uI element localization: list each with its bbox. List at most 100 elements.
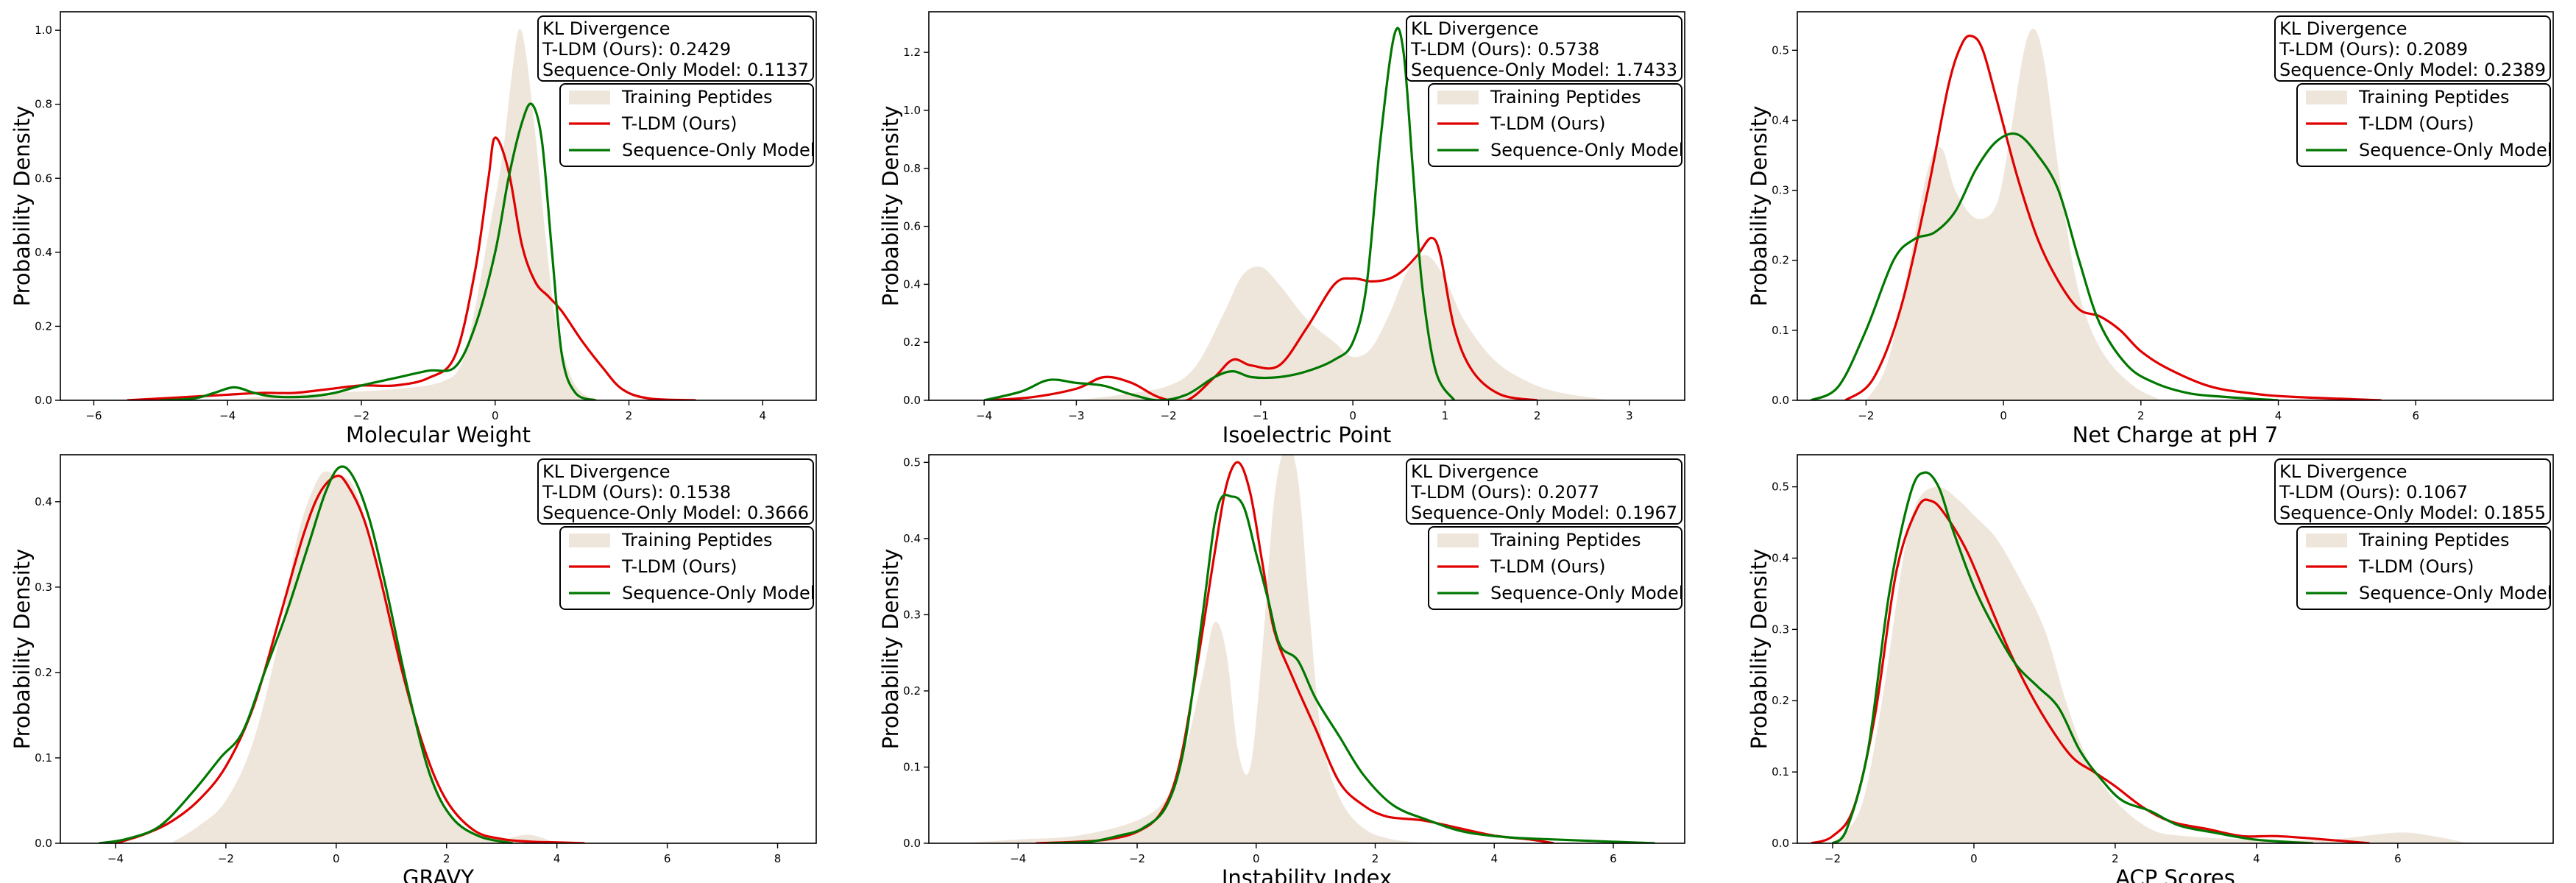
subplot-5: −4 −2 0 2 4 6 0.0 0.1 0.2 0.3 0.4 0.5 Instability In… — [878, 454, 1685, 883]
plot-area — [99, 465, 585, 843]
series-training-peptides-area — [160, 29, 603, 400]
y-tick-label: 0.0 — [35, 394, 52, 407]
x-tick-label: 6 — [1610, 852, 1617, 865]
x-tick-label: −2 — [353, 409, 369, 422]
y-tick-label: 0.5 — [903, 455, 921, 469]
y-axis-label: Probability Density — [878, 106, 903, 307]
x-tick-label: −2 — [1129, 852, 1145, 865]
kl-divergence-line: Sequence-Only Model: 0.2389 — [2279, 60, 2546, 80]
axes-frame — [928, 11, 1685, 401]
y-tick-label: 0.4 — [903, 277, 921, 291]
kl-divergence-line: Sequence-Only Model: 1.7433 — [1411, 60, 1677, 80]
subplot-6: −2 0 2 4 6 0.0 0.1 0.2 0.3 0.4 0.5 ACP Scores Probab… — [1747, 454, 2554, 883]
kl-divergence-line: T-LDM (Ours): 0.5738 — [1410, 39, 1599, 60]
series-sequence-only-line — [160, 102, 596, 400]
series-tldm-line — [127, 136, 696, 400]
x-tick-label: −4 — [107, 852, 124, 865]
kl-divergence-line: T-LDM (Ours): 0.2429 — [542, 39, 731, 60]
legend-label: Sequence-Only Model — [2359, 583, 2552, 603]
kl-divergence-line: KL Divergence — [2279, 18, 2407, 39]
x-axis-label: Instability Index — [1222, 865, 1392, 883]
x-tick-label: 6 — [2394, 852, 2402, 865]
kl-divergence-line: KL Divergence — [542, 461, 670, 482]
y-tick-label: 0.0 — [903, 837, 921, 850]
x-tick-label: 0 — [2000, 409, 2007, 422]
kl-divergence-line: Sequence-Only Model: 0.1137 — [542, 60, 809, 80]
x-tick-label: 4 — [553, 852, 561, 865]
series-training-peptides-area — [1076, 255, 1611, 400]
x-tick-label: 1 — [1442, 409, 1449, 422]
y-tick-label: 0.6 — [35, 171, 52, 185]
x-tick-label: 2 — [2137, 409, 2145, 422]
axes-frame — [60, 11, 817, 401]
kl-divergence-line: KL Divergence — [2279, 461, 2407, 482]
plot-area — [958, 455, 1655, 843]
plot-area — [1810, 29, 2382, 400]
kl-divergence-box — [537, 15, 814, 82]
legend-swatch-training — [1437, 533, 1479, 547]
y-tick-label: 0.1 — [903, 760, 921, 773]
legend-label: Training Peptides — [621, 87, 773, 107]
x-tick-label: 2 — [443, 852, 450, 865]
subplot-3: −2 0 2 4 6 0.0 0.1 0.2 0.3 0.4 0.5 Net Charge at pH… — [1747, 11, 2554, 447]
kl-divergence-line: Sequence-Only Model: 0.1967 — [1411, 503, 1677, 523]
x-tick-label: −2 — [1825, 852, 1841, 865]
x-tick-label: 0 — [1349, 409, 1356, 422]
legend — [1428, 83, 1682, 167]
y-tick-label: 1.0 — [35, 24, 52, 37]
legend-label: T-LDM (Ours) — [621, 556, 737, 577]
x-tick-label: −1 — [1253, 409, 1269, 422]
axes-frame — [60, 454, 817, 844]
legend-label: Training Peptides — [1490, 87, 1641, 107]
kl-divergence-box — [1406, 15, 1682, 82]
legend-label: Sequence-Only Model — [622, 583, 815, 603]
kl-divergence-line: T-LDM (Ours): 0.2089 — [2279, 39, 2468, 60]
series-sequence-only-line — [1047, 494, 1655, 843]
legend-label: T-LDM (Ours) — [621, 113, 737, 134]
x-tick-label: 2 — [2112, 852, 2119, 865]
kl-divergence-line: KL Divergence — [1411, 461, 1538, 482]
axes-frame — [1797, 454, 2554, 844]
y-tick-label: 1.0 — [903, 104, 921, 117]
x-axis-label: ACP Scores — [2115, 865, 2235, 883]
x-tick-label: 2 — [626, 409, 633, 422]
y-tick-label: 0.2 — [1772, 254, 1789, 267]
x-tick-label: −4 — [219, 409, 236, 422]
y-tick-label: 0.0 — [1772, 837, 1789, 850]
legend — [559, 526, 814, 610]
x-tick-label: −4 — [976, 409, 992, 422]
legend-label: Sequence-Only Model — [622, 140, 815, 160]
y-tick-label: 0.4 — [1772, 551, 1789, 564]
legend-swatch-training — [1437, 91, 1479, 104]
y-tick-label: 0.3 — [903, 608, 921, 621]
x-tick-label: −2 — [1858, 409, 1874, 422]
kl-divergence-box — [2274, 15, 2551, 82]
x-tick-label: 2 — [1372, 852, 1379, 865]
y-tick-label: 0.2 — [903, 684, 921, 698]
legend-swatch-training — [2306, 533, 2347, 547]
y-tick-label: 0.0 — [903, 394, 921, 407]
axes-frame — [928, 454, 1685, 844]
y-axis-label: Probability Density — [10, 106, 35, 307]
x-tick-label: −3 — [1068, 409, 1084, 422]
legend-swatch-training — [2306, 91, 2347, 104]
x-axis-label: Net Charge at pH 7 — [2073, 422, 2279, 447]
legend-swatch-training — [569, 91, 610, 104]
y-tick-label: 0.4 — [903, 532, 921, 545]
kl-divergence-line: T-LDM (Ours): 0.1538 — [542, 482, 731, 503]
legend-label: Sequence-Only Model — [2359, 140, 2552, 160]
kl-divergence-line: KL Divergence — [1411, 18, 1538, 39]
kl-divergence-line: T-LDM (Ours): 0.2077 — [1410, 482, 1599, 503]
x-tick-label: 8 — [774, 852, 782, 865]
x-axis-label: Molecular Weight — [346, 422, 531, 447]
x-tick-label: 0 — [1970, 852, 1978, 865]
x-tick-label: −2 — [1161, 409, 1177, 422]
subplot-4: −4 −2 0 2 4 6 8 0.0 0.1 0.2 0.3 0.4 GRAVY Probability… — [10, 454, 817, 883]
kl-divergence-line: KL Divergence — [542, 18, 670, 39]
legend-label: T-LDM (Ours) — [2358, 113, 2474, 134]
x-tick-label: 0 — [492, 409, 499, 422]
y-tick-label: 0.4 — [35, 246, 52, 259]
y-tick-label: 1.2 — [903, 46, 921, 59]
x-tick-label: 0 — [1253, 852, 1260, 865]
